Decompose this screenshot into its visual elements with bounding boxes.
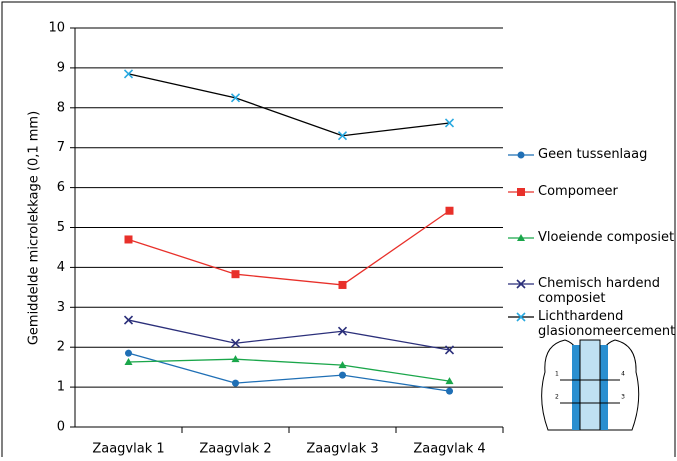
- legend-label: Geen tussenlaag: [538, 147, 677, 162]
- series-line: [129, 320, 450, 350]
- y-tick-label: 4: [57, 260, 65, 275]
- y-tick-label: 8: [57, 100, 65, 115]
- y-tick-label: 1: [57, 380, 65, 395]
- y-axis-label: Gemiddelde microlekkage (0,1 mm): [27, 111, 42, 345]
- marker: [446, 207, 454, 215]
- x-tick-label: Zaagvlak 3: [306, 442, 378, 457]
- legend-label: Compomeer: [538, 184, 677, 199]
- marker: [518, 152, 525, 159]
- diagram-label: 1: [555, 371, 559, 378]
- y-tick-label: 9: [57, 60, 65, 75]
- y-tick-label: 5: [57, 220, 65, 235]
- y-tick-label: 7: [57, 140, 65, 155]
- marker: [232, 270, 240, 278]
- series-line: [129, 211, 450, 285]
- x-tick-label: Zaagvlak 2: [199, 442, 271, 457]
- page: Gemiddelde microlekkage (0,1 mm) 1 2 3 4 0 1…: [0, 0, 677, 457]
- marker: [517, 188, 525, 196]
- diagram-label: 4: [621, 371, 625, 378]
- y-tick-label: 10: [48, 21, 65, 36]
- marker: [446, 388, 453, 395]
- diagram-label: 2: [555, 394, 559, 401]
- series-line: [129, 74, 450, 136]
- marker: [125, 235, 133, 243]
- chart: Gemiddelde microlekkage (0,1 mm) 1 2 3 4 0 1…: [0, 0, 677, 457]
- marker: [339, 372, 346, 379]
- y-tick-label: 6: [57, 180, 65, 195]
- marker: [339, 281, 347, 289]
- x-tick-label: Zaagvlak 1: [92, 442, 164, 457]
- marker: [232, 380, 239, 387]
- y-tick-label: 0: [57, 420, 65, 435]
- legend-label: Lichthardend glasionomeercement: [538, 309, 677, 339]
- diagram-label: 3: [621, 394, 625, 401]
- legend-label: Chemisch hardend composiet: [538, 276, 677, 306]
- marker: [125, 350, 132, 357]
- y-tick-label: 3: [57, 300, 65, 315]
- y-tick-label: 2: [57, 340, 65, 355]
- series-line: [129, 359, 450, 381]
- tooth-illustration: 1 2 3 4: [542, 340, 639, 430]
- x-tick-label: Zaagvlak 4: [413, 442, 485, 457]
- legend-label: Vloeiende composiet: [538, 230, 677, 245]
- series-line: [129, 353, 450, 391]
